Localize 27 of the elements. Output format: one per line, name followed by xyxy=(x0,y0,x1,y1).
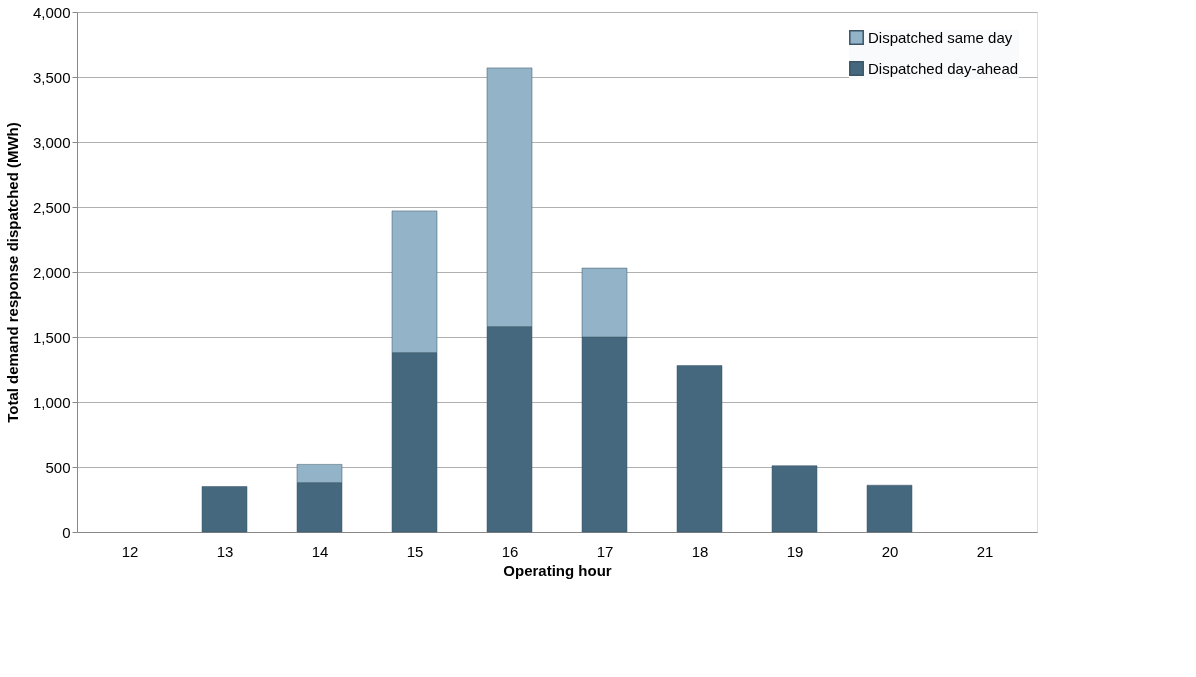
x-tick-label: 14 xyxy=(311,542,329,560)
y-tick-label: 500 xyxy=(45,458,71,476)
legend-label: Dispatched same day xyxy=(868,28,1013,46)
bar xyxy=(201,486,248,533)
y-tick-label: 3,000 xyxy=(32,133,71,151)
x-tick-label: 16 xyxy=(501,542,519,560)
bar xyxy=(771,465,818,533)
legend-label: Dispatched day-ahead xyxy=(868,59,1019,77)
y-tick-label: 2,500 xyxy=(32,198,71,216)
y-tick-label: 0 xyxy=(62,523,71,541)
y-tick-label: 4,000 xyxy=(32,3,71,21)
y-tick-label: 1,000 xyxy=(32,393,71,411)
x-tick-label: 21 xyxy=(976,542,994,560)
y-tick-label: 1,500 xyxy=(32,328,71,346)
bar xyxy=(676,365,723,533)
x-tick-label: 17 xyxy=(596,542,614,560)
x-tick-label: 18 xyxy=(691,542,709,560)
x-tick-label: 12 xyxy=(121,542,139,560)
x-axis-title: Operating hour xyxy=(503,561,612,579)
bar xyxy=(866,484,913,533)
y-tick-label: 2,000 xyxy=(32,263,71,281)
y-tick-label: 3,500 xyxy=(32,68,71,86)
x-tick-label: 19 xyxy=(786,542,804,560)
x-tick-label: 13 xyxy=(216,542,234,560)
x-tick-label: 20 xyxy=(881,542,899,560)
x-tick-label: 15 xyxy=(406,542,424,560)
y-axis-title: Total demand response dispatched (MWh) xyxy=(3,122,21,423)
